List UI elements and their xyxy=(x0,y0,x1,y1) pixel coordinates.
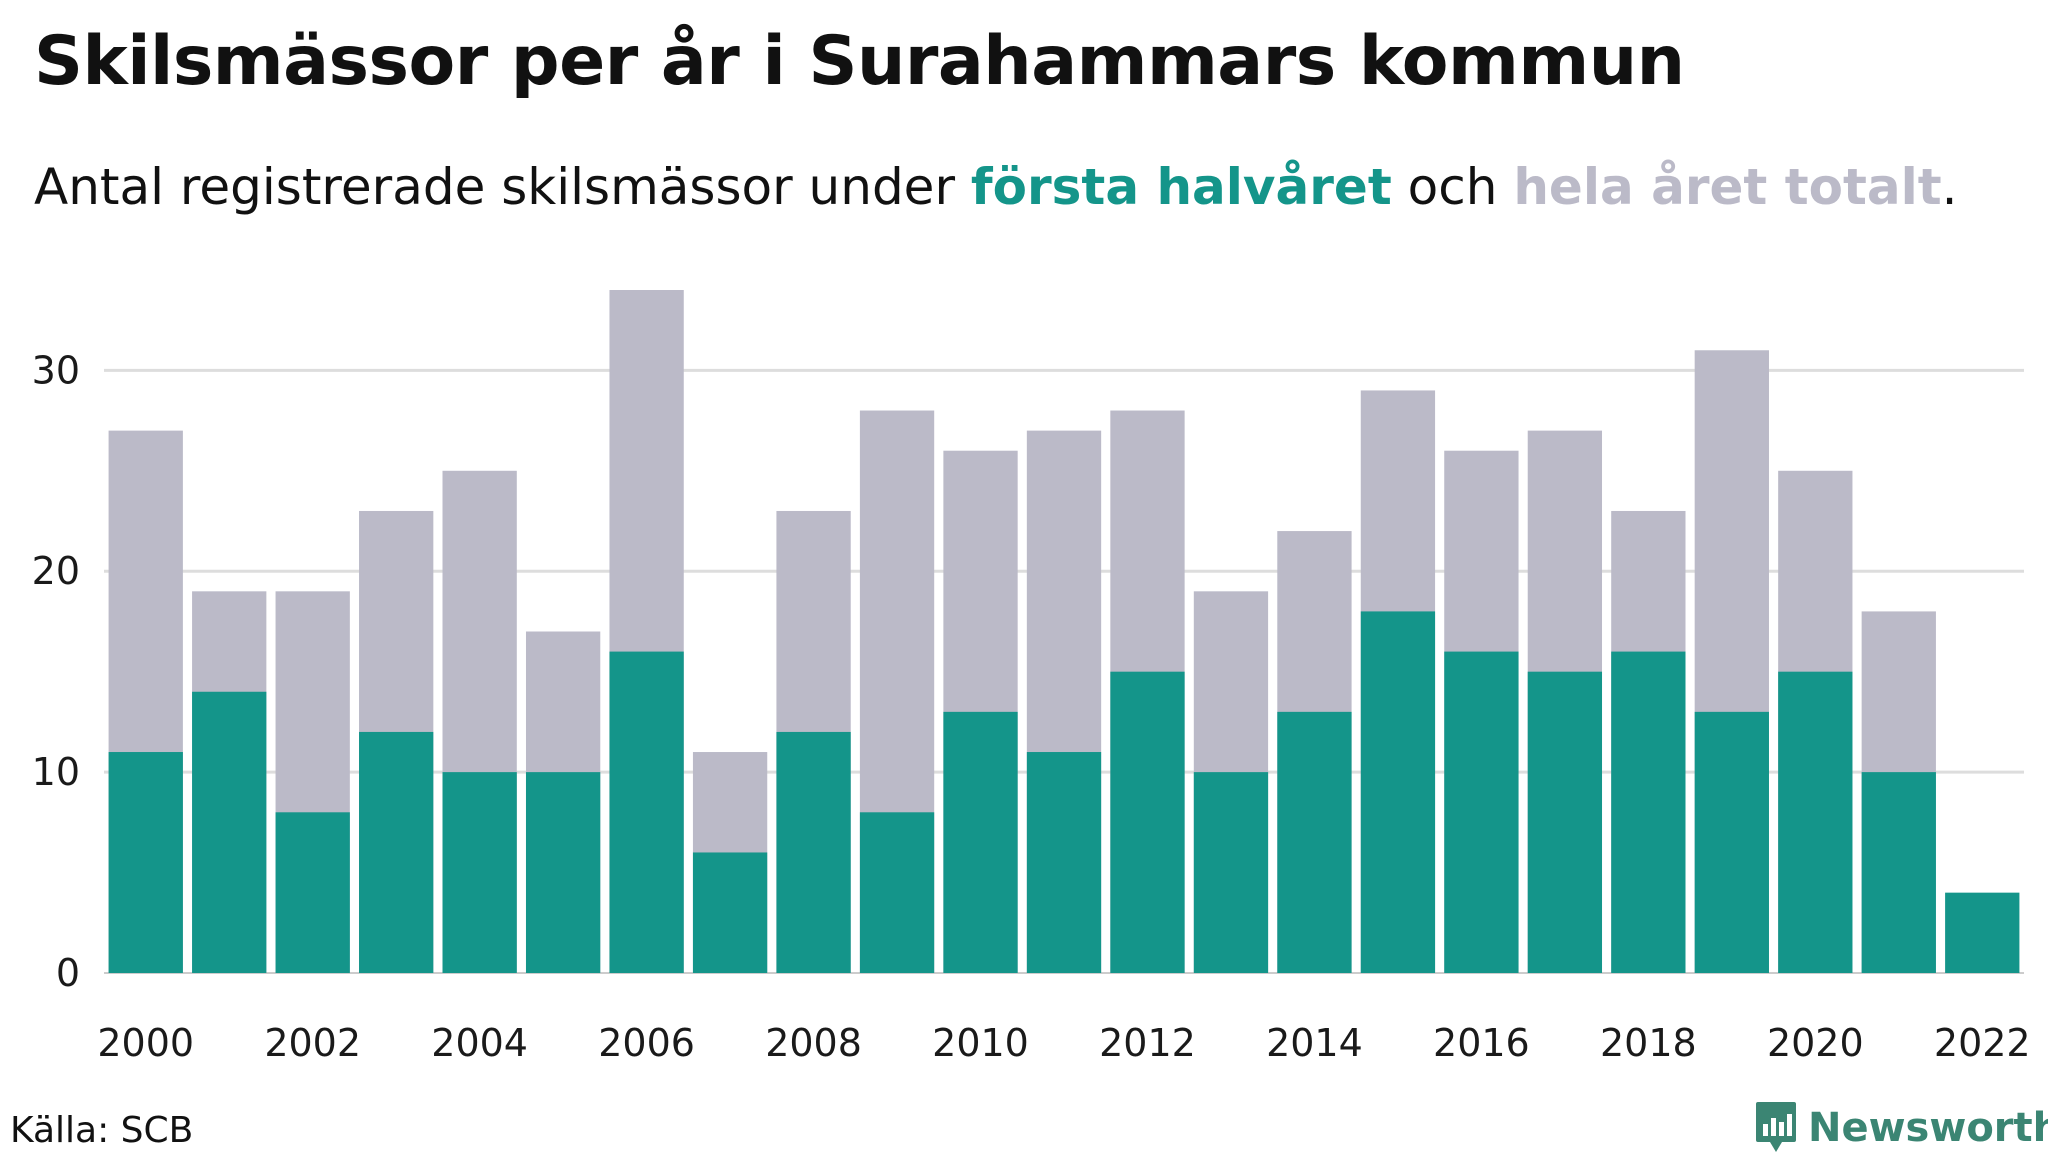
x-tick-label: 2018 xyxy=(1600,1021,1697,1065)
x-tick-label: 2016 xyxy=(1433,1021,1530,1065)
subtitle-suffix: . xyxy=(1941,158,1958,216)
bar-first-half-2008 xyxy=(776,731,851,973)
newsworthy-logo-icon xyxy=(1756,1102,1796,1152)
bar-first-half-2009 xyxy=(859,812,935,973)
source-note: Källa: SCB xyxy=(10,1110,194,1151)
y-tick-label: 20 xyxy=(32,549,80,593)
bar-first-half-2007 xyxy=(692,852,768,973)
chart-title: Skilsmässor per år i Surahammars kommun xyxy=(34,22,1685,101)
subtitle-prefix: Antal registrerade skilsmässor under xyxy=(34,158,971,216)
bar-first-half-2002 xyxy=(275,812,350,973)
bar-chart: 0 10 20 30 2000 2002 2004 2006 2008 2010 2012 2014… xyxy=(32,290,2031,1065)
subtitle-mid: och xyxy=(1391,158,1514,216)
bar-first-half-2017 xyxy=(1527,671,1603,973)
legend-total: hela året totalt xyxy=(1513,158,1942,216)
x-tick-label: 2002 xyxy=(264,1021,361,1065)
bar-first-half-2018 xyxy=(1611,651,1686,973)
y-tick-label: 0 xyxy=(56,951,80,995)
x-tick-label: 2020 xyxy=(1767,1021,1864,1065)
bar-first-half-2010 xyxy=(943,711,1018,973)
bar-first-half-2001 xyxy=(192,691,267,973)
brand-logo[interactable]: Newsworthy xyxy=(1754,1100,2048,1156)
x-tick-label: 2008 xyxy=(765,1021,862,1065)
y-tick-label: 10 xyxy=(32,750,80,794)
bar-first-half-2020 xyxy=(1778,671,1853,973)
bar-first-half-2011 xyxy=(1026,752,1102,973)
bar-first-half-2022 xyxy=(1945,892,2020,973)
brand-name: Newsworthy xyxy=(1808,1105,2048,1151)
bar-first-half-2014 xyxy=(1277,711,1352,973)
x-tick-label: 2004 xyxy=(431,1021,528,1065)
bar-first-half-2005 xyxy=(525,772,601,973)
bar-first-half-2021 xyxy=(1861,772,1936,973)
bar-first-half-2015 xyxy=(1360,611,1436,973)
x-tick-label: 2000 xyxy=(97,1021,194,1065)
bar-first-half-2019 xyxy=(1694,711,1769,973)
first-half-bars xyxy=(108,611,2020,973)
bar-first-half-2003 xyxy=(359,731,434,973)
x-tick-label: 2010 xyxy=(932,1021,1029,1065)
legend-first-half: första halvåret xyxy=(970,158,1392,216)
x-tick-label: 2006 xyxy=(598,1021,695,1065)
chart-subtitle: Antal registrerade skilsmässor under för… xyxy=(34,158,1958,216)
x-tick-label: 2012 xyxy=(1099,1021,1196,1065)
bar-first-half-2000 xyxy=(108,752,183,973)
bar-first-half-2004 xyxy=(442,772,517,973)
bar-first-half-2006 xyxy=(609,651,684,973)
x-axis: 2000 2002 2004 2006 2008 2010 2012 2014 2016 2018… xyxy=(97,1021,2030,1065)
bar-first-half-2012 xyxy=(1110,671,1185,973)
bar-first-half-2013 xyxy=(1193,772,1269,973)
x-tick-label: 2014 xyxy=(1266,1021,1363,1065)
y-tick-label: 30 xyxy=(32,348,80,392)
y-axis: 0 10 20 30 xyxy=(32,348,80,995)
bar-first-half-2016 xyxy=(1444,651,1519,973)
x-tick-label: 2022 xyxy=(1934,1021,2031,1065)
